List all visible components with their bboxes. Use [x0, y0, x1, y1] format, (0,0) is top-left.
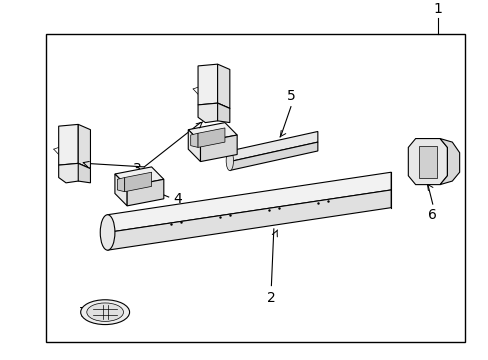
- Text: 1: 1: [432, 2, 441, 16]
- Polygon shape: [124, 172, 151, 192]
- Polygon shape: [188, 130, 200, 162]
- Polygon shape: [59, 124, 78, 165]
- Polygon shape: [115, 174, 127, 206]
- Text: 5: 5: [286, 89, 295, 103]
- Polygon shape: [198, 64, 217, 105]
- Text: 3: 3: [133, 162, 142, 176]
- Polygon shape: [117, 177, 124, 192]
- Polygon shape: [418, 146, 436, 177]
- Polygon shape: [198, 103, 229, 123]
- Polygon shape: [198, 128, 224, 147]
- Polygon shape: [127, 179, 163, 206]
- Text: 2: 2: [266, 291, 275, 305]
- Polygon shape: [439, 139, 459, 185]
- Polygon shape: [188, 123, 237, 142]
- Polygon shape: [78, 124, 90, 169]
- Polygon shape: [115, 167, 163, 186]
- Text: 4: 4: [173, 192, 182, 206]
- Polygon shape: [59, 163, 90, 183]
- Ellipse shape: [81, 300, 129, 325]
- Ellipse shape: [100, 215, 115, 250]
- Ellipse shape: [225, 151, 233, 171]
- Text: 7: 7: [79, 306, 88, 320]
- Polygon shape: [107, 172, 390, 233]
- Polygon shape: [107, 190, 390, 250]
- Polygon shape: [190, 133, 198, 147]
- Polygon shape: [217, 64, 229, 108]
- Bar: [46, 34, 464, 342]
- Polygon shape: [217, 103, 229, 123]
- Polygon shape: [229, 142, 317, 170]
- Polygon shape: [407, 139, 447, 185]
- Ellipse shape: [87, 303, 123, 321]
- Polygon shape: [229, 131, 317, 162]
- Polygon shape: [200, 135, 237, 162]
- Text: 6: 6: [427, 208, 436, 222]
- Polygon shape: [78, 163, 90, 183]
